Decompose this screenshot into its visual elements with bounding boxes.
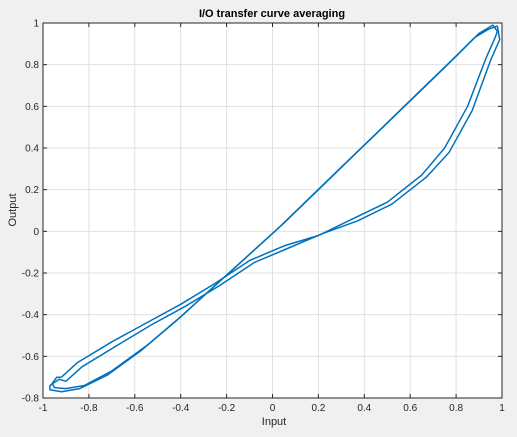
y-tick-label: 0.4 <box>25 144 39 155</box>
x-tick-label: -1 <box>39 403 48 414</box>
y-tick-label: 0.6 <box>25 102 39 113</box>
y-tick-label: -0.6 <box>22 352 40 363</box>
y-tick-label: -0.4 <box>22 310 40 321</box>
x-tick-label: 1 <box>499 403 505 414</box>
y-tick-label: 1 <box>33 19 39 30</box>
x-tick-label: 0.2 <box>311 403 325 414</box>
x-tick-label: -0.2 <box>218 403 236 414</box>
x-axis-label: Input <box>262 416 286 428</box>
y-axis-label: Output <box>7 193 19 226</box>
x-tick-label: 0.6 <box>403 403 417 414</box>
x-tick-label: 0 <box>270 403 276 414</box>
x-tick-label: -0.8 <box>80 403 98 414</box>
y-tick-label: 0.2 <box>25 185 39 196</box>
ticks <box>42 22 503 399</box>
y-tick-label: -0.2 <box>22 269 40 280</box>
y-tick-label: -0.8 <box>22 394 40 405</box>
y-tick-label: 0 <box>33 227 39 238</box>
y-tick-labels: -0.8 -0.6 -0.4 -0.2 0 0.2 0.4 0.6 0.8 1 <box>22 19 40 405</box>
y-tick-label: 0.8 <box>25 60 39 71</box>
chart-title: I/O transfer curve averaging <box>199 8 345 20</box>
series-line-1 <box>51 24 499 390</box>
curve-layer <box>49 24 501 393</box>
series-line-2 <box>49 25 501 393</box>
x-tick-label: -0.4 <box>172 403 190 414</box>
x-tick-labels: -1 -0.8 -0.6 -0.4 -0.2 0 0.2 0.4 0.6 0.8 1 <box>39 403 506 414</box>
x-tick-label: 0.4 <box>357 403 371 414</box>
x-tick-label: 0.8 <box>449 403 463 414</box>
x-tick-label: -0.6 <box>126 403 144 414</box>
